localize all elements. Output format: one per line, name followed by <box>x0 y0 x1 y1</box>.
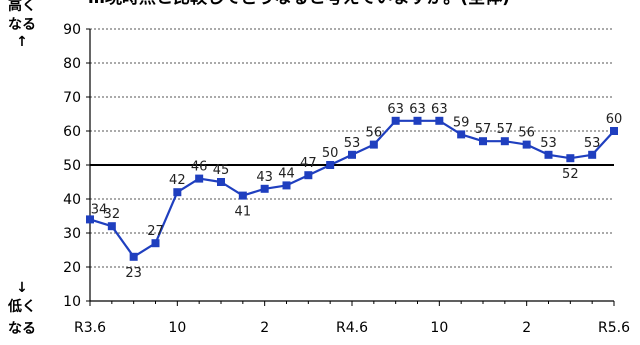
data-point <box>500 137 509 146</box>
x-tick-label: 2 <box>522 320 531 336</box>
side-label-high-1: 高く <box>8 0 36 14</box>
data-label: 59 <box>453 115 470 130</box>
y-axis-ticks: 10 20 30 40 50 60 70 80 90 <box>63 22 90 310</box>
data-label: 57 <box>497 122 514 137</box>
x-axis-ticks: R3.6 10 2 R4.6 10 2 R5.6 <box>74 301 630 336</box>
data-point <box>282 181 291 190</box>
data-point <box>413 116 422 125</box>
data-point <box>566 154 575 163</box>
data-label: 41 <box>235 205 252 220</box>
y-tick-label: 70 <box>63 90 81 106</box>
data-label: 56 <box>366 126 383 141</box>
data-point <box>238 191 247 200</box>
y-tick-label: 60 <box>63 124 81 140</box>
data-label: 53 <box>344 136 361 151</box>
data-point <box>479 137 487 146</box>
data-point <box>588 150 597 159</box>
data-label: 53 <box>540 136 557 151</box>
axes <box>89 29 614 302</box>
data-point <box>544 150 553 159</box>
data-label: 56 <box>518 126 535 141</box>
x-tick-label: R4.6 <box>336 320 368 336</box>
x-tick-label: 10 <box>430 320 448 336</box>
x-tick-label: 2 <box>260 320 269 336</box>
data-label: 63 <box>409 102 426 117</box>
data-label: 47 <box>300 156 317 171</box>
data-point <box>457 130 466 139</box>
data-label: 53 <box>584 136 601 151</box>
data-point <box>391 116 400 125</box>
data-point <box>304 171 313 180</box>
side-label-low-1: 低く <box>7 298 36 315</box>
data-label: 60 <box>606 112 623 127</box>
y-tick-label: 20 <box>63 260 81 276</box>
data-point <box>217 178 225 186</box>
y-tick-label: 80 <box>63 56 81 72</box>
data-label: 45 <box>213 163 230 178</box>
data-label: 46 <box>191 160 208 175</box>
data-label: 57 <box>475 122 492 137</box>
data-point <box>151 239 160 248</box>
data-point <box>610 127 618 135</box>
data-label: 32 <box>104 207 121 222</box>
data-point <box>522 140 531 149</box>
y-tick-label: 30 <box>63 226 81 242</box>
data-label: 52 <box>562 167 579 182</box>
data-point <box>129 252 138 261</box>
data-label: 23 <box>125 266 142 281</box>
x-tick-label: 10 <box>168 320 186 336</box>
side-label-low-2: なる <box>8 321 36 337</box>
gridlines <box>90 28 614 268</box>
data-point <box>195 174 204 183</box>
data-point <box>435 116 444 125</box>
data-label: 42 <box>169 173 186 188</box>
y-tick-label: 90 <box>63 22 81 38</box>
data-label: 34 <box>91 202 108 217</box>
down-arrow-icon: ↓ <box>16 280 28 296</box>
chart-title: …現時点と比較してどうなると考えていますか。(全体) <box>88 0 510 8</box>
data-point <box>348 150 356 159</box>
data-label: 50 <box>322 146 339 161</box>
y-tick-label: 40 <box>63 192 81 208</box>
x-tick-label: R3.6 <box>74 320 106 336</box>
data-point <box>326 161 335 169</box>
data-point <box>107 222 116 231</box>
data-point <box>369 140 378 149</box>
data-label: 63 <box>387 102 404 117</box>
y-tick-label: 10 <box>63 294 81 310</box>
data-label: 63 <box>431 102 448 117</box>
data-markers <box>86 116 618 261</box>
y-tick-label: 50 <box>63 158 81 174</box>
data-label: 27 <box>147 224 164 239</box>
data-label: 43 <box>256 170 273 185</box>
data-point <box>86 215 94 224</box>
x-tick-label: R5.6 <box>598 320 630 336</box>
data-point <box>173 188 182 197</box>
data-point <box>260 184 269 193</box>
up-arrow-icon: ↑ <box>16 34 28 50</box>
data-label: 44 <box>278 166 295 181</box>
side-label-high-2: なる <box>8 17 36 33</box>
